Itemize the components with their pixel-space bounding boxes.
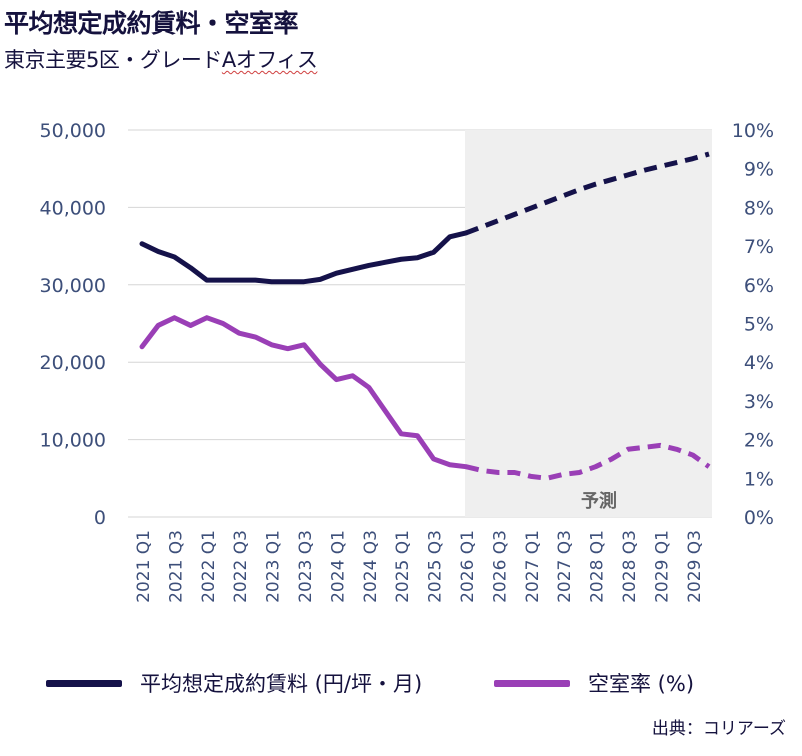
right-tick-label: 3% — [744, 391, 774, 413]
x-tick-label: 2027 Q3 — [555, 530, 575, 603]
left-tick-label: 30,000 — [40, 275, 106, 297]
x-tick-label: 2029 Q1 — [652, 530, 672, 603]
left-tick-label: 0 — [94, 507, 106, 529]
x-tick-label: 2024 Q3 — [361, 530, 381, 603]
left-axis: 0 10,000 20,000 30,000 40,000 50,000 — [40, 120, 106, 529]
legend-label-rent: 平均想定成約賃料 (円/坪・月) — [140, 672, 423, 696]
page-title: 平均想定成約賃料・空室率 — [4, 9, 299, 38]
left-tick-label: 40,000 — [40, 197, 106, 219]
source-credit: 出典：コリアーズ — [651, 719, 786, 739]
x-tick-label: 2027 Q1 — [523, 530, 543, 603]
series-line-vacancy-actual — [139, 315, 469, 470]
series-line-rent-actual — [139, 230, 469, 285]
legend-label-vacancy: 空室率 (%) — [588, 672, 695, 696]
right-tick-label: 1% — [744, 468, 774, 490]
legend-swatch-vacancy — [494, 679, 570, 687]
series-lines — [139, 151, 711, 481]
legend-item-rent: 平均想定成約賃料 (円/坪・月) — [46, 668, 422, 698]
x-tick-label: 2028 Q1 — [588, 530, 608, 603]
left-tick-label: 10,000 — [40, 430, 106, 452]
right-tick-label: 0% — [744, 507, 774, 529]
forecast-shade — [465, 130, 712, 517]
x-tick-label: 2026 Q3 — [490, 530, 510, 603]
forecast-region: 予測 — [465, 130, 712, 517]
x-tick-label: 2029 Q3 — [685, 530, 705, 603]
x-tick-label: 2023 Q1 — [264, 530, 284, 603]
x-tick-label: 2023 Q3 — [296, 530, 316, 603]
x-tick-label: 2022 Q1 — [199, 530, 219, 603]
legend: 平均想定成約賃料 (円/坪・月) 空室率 (%) — [0, 668, 802, 704]
right-tick-label: 5% — [744, 314, 774, 336]
right-tick-label: 2% — [744, 430, 774, 452]
x-tick-label: 2028 Q3 — [620, 530, 640, 603]
subtitle-main: 東京主要5区・グレード — [4, 48, 222, 72]
right-tick-label: 4% — [744, 352, 774, 374]
series-line-rent-forecast — [465, 151, 710, 236]
series-line-vacancy-forecast — [465, 442, 711, 481]
right-tick-label: 9% — [744, 159, 774, 181]
left-tick-label: 20,000 — [40, 352, 106, 374]
forecast-label: 予測 — [581, 490, 617, 512]
x-tick-label: 2024 Q1 — [328, 530, 348, 603]
legend-item-vacancy: 空室率 (%) — [494, 668, 694, 698]
subtitle-underlined: Aオフィス — [221, 48, 318, 72]
right-tick-label: 10% — [732, 120, 774, 142]
x-tick-label: 2025 Q1 — [393, 530, 413, 603]
x-axis: 2021 Q1 2021 Q3 2022 Q1 2022 Q3 2023 Q1 2023 … — [134, 530, 705, 603]
x-tick-label: 2022 Q3 — [231, 530, 251, 603]
x-tick-label: 2021 Q1 — [134, 530, 154, 603]
page-subtitle: 東京主要5区・グレードAオフィス — [4, 44, 318, 74]
right-tick-label: 8% — [744, 197, 774, 219]
rent-vacancy-chart: 予測 0 10,000 20,000 30,000 40,000 50,000 0% 1% 2… — [40, 120, 774, 603]
x-tick-label: 2021 Q3 — [166, 530, 186, 603]
right-tick-label: 7% — [744, 236, 774, 258]
x-tick-label: 2026 Q1 — [458, 530, 478, 603]
legend-swatch-rent — [46, 679, 122, 687]
x-tick-label: 2025 Q3 — [426, 530, 446, 603]
left-tick-label: 50,000 — [40, 120, 106, 142]
right-tick-label: 6% — [744, 275, 774, 297]
right-axis: 0% 1% 2% 3% 4% 5% 6% 7% 8% 9% 10% — [732, 120, 774, 529]
